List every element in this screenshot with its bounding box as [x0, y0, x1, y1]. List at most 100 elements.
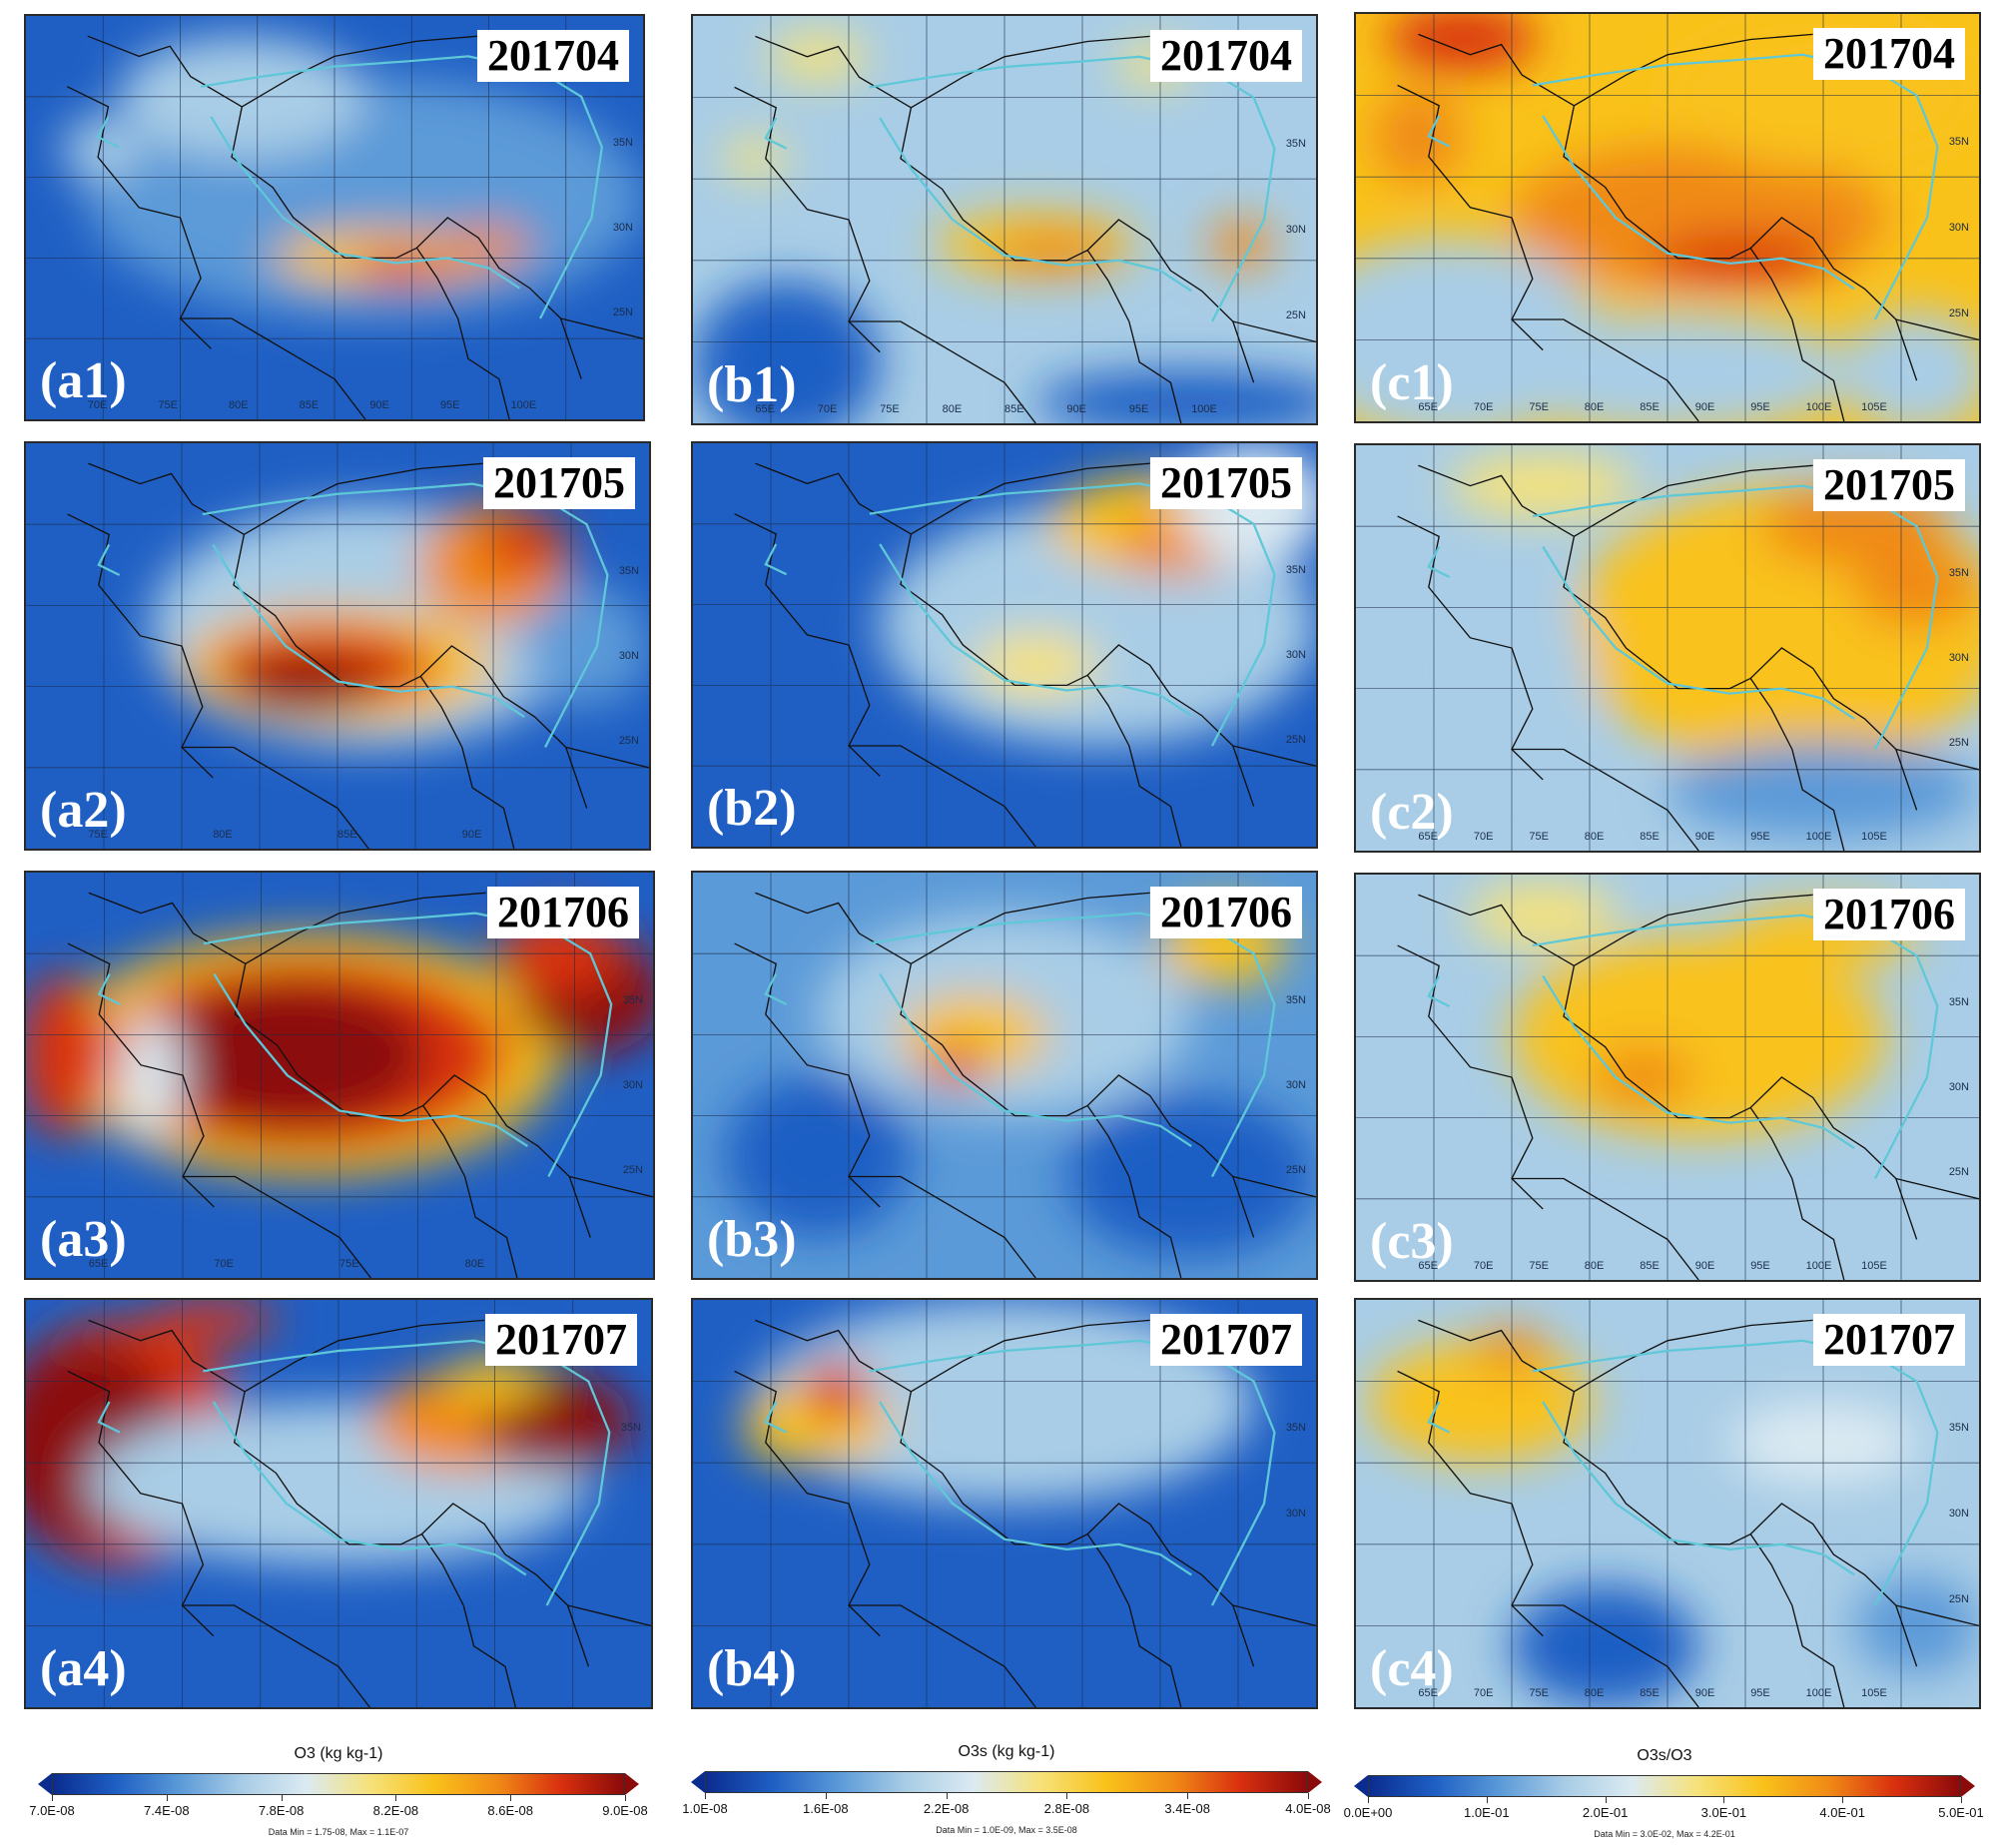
- country-border: [1791, 318, 1845, 421]
- plateau-boundary: [1542, 115, 1855, 291]
- map-field-b4: [693, 1300, 1316, 1707]
- concentration-region: [1066, 1095, 1316, 1258]
- longitude-label: 90E: [461, 829, 482, 841]
- lat-lon-grid: [26, 1300, 651, 1707]
- longitude-label: 100E: [510, 399, 537, 411]
- longitude-label: 95E: [1128, 403, 1149, 415]
- country-border: [849, 1175, 1036, 1278]
- concentration-region: [1854, 546, 1979, 628]
- longitude-label: 80E: [1584, 1687, 1605, 1699]
- longitude-label: 80E: [1584, 401, 1605, 413]
- country-border: [1128, 1604, 1182, 1707]
- colorbar-tick-mark: [625, 1795, 626, 1801]
- country-border: [849, 745, 1036, 847]
- longitude-label: 70E: [1473, 1687, 1494, 1699]
- lat-lon-grid: [1356, 14, 1979, 421]
- map-field-b3: [693, 873, 1316, 1278]
- lat-lon-grid: [693, 873, 1316, 1278]
- colorbar-tick-label: 7.0E-08: [29, 1803, 75, 1818]
- longitude-label: 85E: [337, 829, 357, 841]
- colorbar-tick-label: 8.6E-08: [487, 1803, 533, 1818]
- plateau-boundary: [96, 116, 120, 149]
- country-border: [1232, 1175, 1316, 1198]
- panel-label: (a4): [40, 1640, 127, 1697]
- longitude-label: 80E: [1584, 1260, 1605, 1272]
- latitude-label: 25N: [1285, 308, 1306, 321]
- colorbar-tick-mark: [1486, 1797, 1488, 1803]
- plateau-boundary: [764, 543, 788, 576]
- longitude-label: 105E: [1861, 1260, 1887, 1272]
- latitude-label: 25N: [618, 735, 639, 748]
- longitude-label: 105E: [1861, 831, 1887, 843]
- longitude-label: 75E: [158, 399, 178, 411]
- country-border: [911, 462, 1150, 535]
- date-label: 201707: [1150, 1314, 1302, 1366]
- country-border: [1895, 1177, 1979, 1200]
- colorbar-gradient: [52, 1773, 625, 1795]
- longitude-label: 100E: [1805, 831, 1832, 843]
- country-border: [244, 462, 483, 535]
- colorbar-tick-mark: [1187, 1793, 1189, 1799]
- concentration-region: [480, 516, 568, 573]
- country-border: [1232, 1604, 1316, 1627]
- plateau-boundary: [1542, 1401, 1855, 1576]
- plateau-boundary: [1427, 546, 1451, 578]
- longitude-label: 80E: [942, 403, 963, 415]
- longitude-label: 65E: [1418, 401, 1438, 413]
- country-border: [1791, 1178, 1845, 1280]
- concentration-region: [1387, 14, 1537, 72]
- longitude-label: 85E: [1640, 831, 1660, 843]
- country-border: [463, 1176, 518, 1278]
- longitude-label: 90E: [1694, 1260, 1715, 1272]
- colorbar-min-arrow: [1354, 1775, 1368, 1797]
- plateau-boundary: [1427, 115, 1451, 148]
- date-label: 201707: [1813, 1314, 1965, 1366]
- country-border: [911, 1319, 1150, 1393]
- concentration-region: [1368, 566, 1594, 770]
- latitude-label: 25N: [622, 1164, 643, 1177]
- country-border: [734, 86, 881, 353]
- map-panel-c2: 201705 (c2) 35N 30N 25N 65E 70E 75E 80E 85E 90E 9…: [1354, 443, 1981, 853]
- concentration-region: [1374, 87, 1463, 186]
- lat-lon-grid: [26, 443, 649, 849]
- country-border: [1397, 944, 1544, 1210]
- colorbar-gradient: [1368, 1775, 1961, 1797]
- map-field-c2: [1356, 445, 1979, 851]
- country-border: [67, 513, 214, 779]
- latitude-label: 25N: [1285, 733, 1306, 746]
- panel-label: (b2): [707, 780, 797, 837]
- country-border: [1397, 515, 1544, 781]
- longitude-label: 80E: [464, 1258, 485, 1270]
- country-border: [1574, 33, 1813, 107]
- colorbar-title: O3s/O3: [1637, 1747, 1692, 1764]
- latitude-label: 35N: [1285, 564, 1306, 577]
- country-border: [569, 1175, 653, 1198]
- lat-lon-grid: [693, 16, 1316, 423]
- latitude-label: 35N: [1948, 566, 1969, 579]
- colorbar-title: O3s (kg kg-1): [958, 1743, 1055, 1760]
- concentration-region: [973, 632, 1098, 698]
- colorbar-tick-label: 2.8E-08: [1043, 1801, 1090, 1816]
- panel-label: (b4): [707, 1640, 797, 1697]
- country-border: [1418, 464, 1793, 750]
- latitude-label: 30N: [1285, 1079, 1306, 1092]
- longitude-label: 100E: [1805, 401, 1832, 413]
- concentration-region: [1468, 883, 1619, 948]
- colorbar-tick-mark: [1308, 1793, 1309, 1799]
- panel-label: (a3): [40, 1211, 127, 1268]
- country-border: [182, 1604, 370, 1707]
- map-field-c3: [1356, 875, 1979, 1280]
- concentration-region: [1449, 453, 1637, 519]
- concentration-region: [1841, 310, 1979, 421]
- latitude-label: 30N: [622, 1079, 643, 1092]
- country-border: [734, 942, 881, 1208]
- colorbar-tick-label: 7.8E-08: [258, 1803, 305, 1818]
- colorbar-tick-mark: [1723, 1797, 1725, 1803]
- plateau-boundary: [212, 543, 525, 718]
- country-border: [1232, 745, 1316, 767]
- colorbar-max-arrow: [1961, 1775, 1975, 1797]
- country-border: [244, 1319, 485, 1393]
- country-border: [560, 317, 643, 339]
- latitude-label: 25N: [612, 306, 633, 318]
- colorbar-tick-label: 4.0E-01: [1819, 1805, 1865, 1820]
